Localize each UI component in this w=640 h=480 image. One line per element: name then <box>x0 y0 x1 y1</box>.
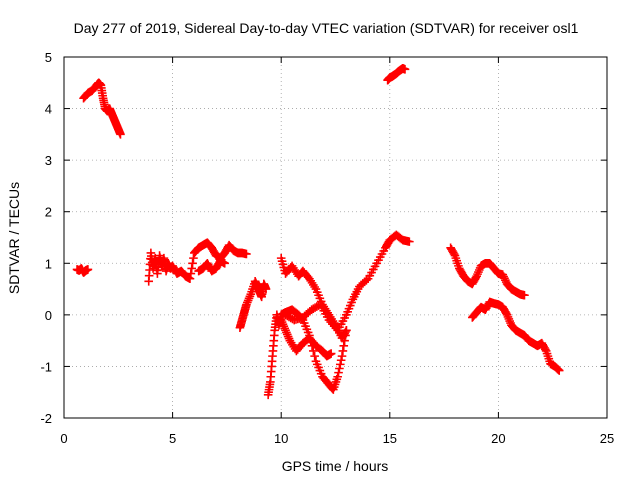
y-tick-label: 3 <box>45 153 52 168</box>
data-point <box>554 366 564 375</box>
data-point <box>400 65 410 74</box>
x-tick-label: 25 <box>600 431 614 446</box>
x-tick-label: 15 <box>383 431 397 446</box>
x-tick-label: 5 <box>169 431 176 446</box>
series-arc10 <box>383 64 410 85</box>
y-tick-label: 4 <box>45 102 52 117</box>
data-point <box>334 368 343 377</box>
series-arc5 <box>235 277 271 333</box>
y-axis-label: SDTVAR / TECUs <box>6 182 22 294</box>
data-point <box>187 264 197 273</box>
y-tick-label: 2 <box>45 205 52 220</box>
series-arc2 <box>72 264 93 277</box>
data-point <box>310 351 319 361</box>
data-point <box>220 258 230 268</box>
x-tick-label: 20 <box>491 431 505 446</box>
data-point <box>335 360 345 369</box>
data-point <box>339 341 349 351</box>
data-point <box>189 253 198 263</box>
x-axis-label: GPS time / hours <box>282 458 389 474</box>
data-point <box>242 249 251 259</box>
data-point <box>342 326 351 335</box>
series-arc9 <box>281 230 414 335</box>
series-arc3 <box>144 238 251 286</box>
data-point <box>335 364 344 373</box>
data-point <box>116 130 125 139</box>
data-points <box>72 64 564 400</box>
series-arc8 <box>276 253 351 343</box>
data-point <box>337 351 347 361</box>
data-point <box>188 258 197 268</box>
data-point <box>261 284 271 294</box>
data-point <box>186 269 196 278</box>
data-point <box>333 372 342 382</box>
series-arc11 <box>446 243 529 300</box>
plot-frame <box>63 56 608 419</box>
series-arc12 <box>468 297 564 375</box>
series-arc4 <box>194 256 230 276</box>
y-tick-label: 0 <box>45 308 52 323</box>
data-point <box>309 346 318 356</box>
y-tick-label: 5 <box>45 50 52 65</box>
data-point <box>338 346 348 356</box>
data-point <box>326 349 336 358</box>
y-tick-label: 1 <box>45 256 52 271</box>
data-point <box>336 355 346 365</box>
series-arc1 <box>79 78 125 139</box>
data-point <box>185 274 195 284</box>
series-arc7 <box>276 315 336 361</box>
data-point <box>554 365 563 375</box>
chart-title: Day 277 of 2019, Sidereal Day-to-day VTE… <box>74 20 579 36</box>
y-tick-label: -2 <box>40 411 52 426</box>
data-point <box>83 265 93 274</box>
data-point <box>520 290 529 300</box>
data-point <box>405 237 414 246</box>
x-tick-label: 10 <box>274 431 288 446</box>
axis-ticks: 0 5 10 15 20 25 -2 -1 0 1 2 3 4 5 <box>40 50 614 446</box>
grid <box>64 57 607 418</box>
x-tick-label: 0 <box>60 431 67 446</box>
y-tick-label: -1 <box>40 359 52 374</box>
